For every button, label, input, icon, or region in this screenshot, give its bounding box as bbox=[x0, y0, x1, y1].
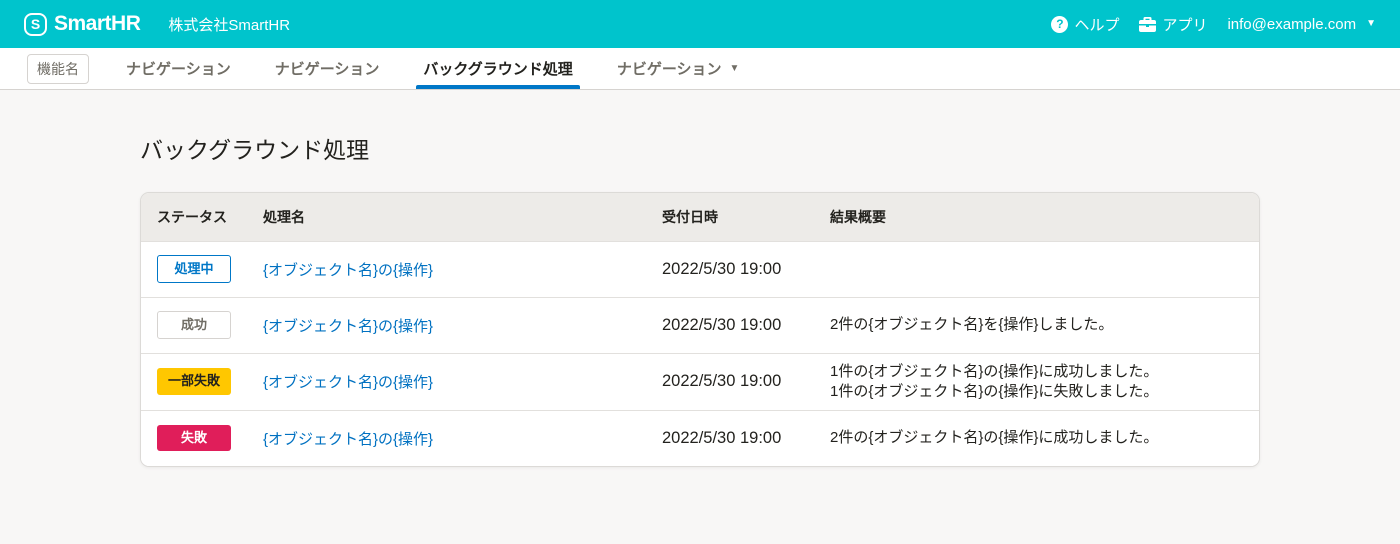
smarthr-logo-icon: S bbox=[24, 12, 47, 36]
tab-navigation-2[interactable]: ナビゲーション bbox=[268, 48, 387, 89]
process-name-link[interactable]: {オブジェクト名}の{操作} bbox=[263, 317, 434, 335]
header-right: ? ヘルプ アプリ info@example.com ▼ bbox=[1051, 14, 1376, 35]
column-header-result-summary: 結果概要 bbox=[814, 193, 1259, 241]
process-name-cell: {オブジェクト名}の{操作} bbox=[247, 240, 646, 297]
status-badge: 失敗 bbox=[157, 425, 231, 452]
background-process-table: ステータス 処理名 受付日時 結果概要 処理中 {オブジェクト名}の{操作} 2… bbox=[141, 193, 1259, 466]
status-cell: 失敗 bbox=[141, 409, 247, 466]
help-label: ヘルプ bbox=[1074, 16, 1120, 34]
account-menu[interactable]: info@example.com ▼ bbox=[1227, 16, 1376, 33]
column-header-received-at: 受付日時 bbox=[646, 193, 814, 241]
process-name-link[interactable]: {オブジェクト名}の{操作} bbox=[263, 261, 434, 279]
received-at-cell: 2022/5/30 19:00 bbox=[646, 296, 814, 353]
tab-bar: 機能名 ナビゲーション ナビゲーション バックグラウンド処理 ナビゲーション ▼ bbox=[0, 48, 1400, 90]
main-content: バックグラウンド処理 ステータス 処理名 受付日時 結果概要 処理中 bbox=[0, 90, 1400, 467]
tab-label: ナビゲーション bbox=[274, 61, 380, 78]
process-name-cell: {オブジェクト名}の{操作} bbox=[247, 296, 646, 353]
status-cell: 処理中 bbox=[141, 240, 247, 297]
logo-letter: S bbox=[30, 16, 41, 32]
tab-background-processing[interactable]: バックグラウンド処理 bbox=[416, 48, 581, 89]
chevron-down-icon: ▼ bbox=[1366, 18, 1376, 29]
help-icon: ? bbox=[1051, 15, 1069, 33]
table-row: 成功 {オブジェクト名}の{操作} 2022/5/30 19:00 2件の{オブ… bbox=[141, 296, 1259, 353]
result-line: 1件の{オブジェクト名}の{操作}に成功しました。 bbox=[830, 362, 1159, 380]
process-name-link[interactable]: {オブジェクト名}の{操作} bbox=[263, 374, 434, 391]
result-line: 2件の{オブジェクト名}の{操作}に成功しました。 bbox=[830, 429, 1159, 447]
table-row: 一部失敗 {オブジェクト名}の{操作} 2022/5/30 19:00 1件の{… bbox=[141, 352, 1259, 410]
company-name: 株式会社SmartHR bbox=[168, 16, 291, 34]
status-badge: 一部失敗 bbox=[157, 368, 231, 395]
table-row: 処理中 {オブジェクト名}の{操作} 2022/5/30 19:00 bbox=[141, 240, 1259, 297]
tab-label: ナビゲーション bbox=[126, 61, 231, 78]
smarthr-logo[interactable]: S SmartHR bbox=[24, 12, 141, 36]
status-badge: 処理中 bbox=[157, 254, 231, 284]
received-at-cell: 2022/5/30 19:00 bbox=[646, 409, 814, 466]
process-name-cell: {オブジェクト名}の{操作} bbox=[247, 352, 646, 410]
tab-navigation-dropdown[interactable]: ナビゲーション ▼ bbox=[610, 48, 747, 89]
result-line: 1件の{オブジェクト名}の{操作}に失敗しました。 bbox=[830, 382, 1159, 400]
background-process-table-card: ステータス 処理名 受付日時 結果概要 処理中 {オブジェクト名}の{操作} 2… bbox=[140, 192, 1260, 467]
process-name-cell: {オブジェクト名}の{操作} bbox=[247, 409, 646, 466]
result-summary-cell: 2件の{オブジェクト名}の{操作}に成功しました。 bbox=[814, 409, 1259, 466]
received-at-cell: 2022/5/30 19:00 bbox=[646, 240, 814, 297]
tab-label: バックグラウンド処理 bbox=[423, 61, 573, 78]
account-email: info@example.com bbox=[1227, 15, 1357, 33]
chevron-down-icon: ▼ bbox=[729, 62, 740, 74]
column-header-process-name: 処理名 bbox=[247, 193, 646, 241]
result-summary-cell bbox=[814, 240, 1259, 297]
received-at: 2022/5/30 19:00 bbox=[662, 372, 782, 390]
result-summary-cell: 1件の{オブジェクト名}の{操作}に成功しました。 1件の{オブジェクト名}の{… bbox=[814, 352, 1259, 410]
table-row: 失敗 {オブジェクト名}の{操作} 2022/5/30 19:00 2件の{オブ… bbox=[141, 409, 1259, 466]
help-link[interactable]: ? ヘルプ bbox=[1051, 14, 1119, 35]
logo-text: SmartHR bbox=[54, 12, 141, 35]
help-icon-glyph: ? bbox=[1056, 17, 1064, 31]
page-title: バックグラウンド処理 bbox=[140, 137, 370, 163]
received-at-cell: 2022/5/30 19:00 bbox=[646, 352, 814, 410]
result-summary-cell: 2件の{オブジェクト名}を{操作}しました。 bbox=[814, 296, 1259, 353]
apps-label: アプリ bbox=[1162, 16, 1208, 34]
received-at: 2022/5/30 19:00 bbox=[662, 428, 782, 447]
feature-name-badge: 機能名 bbox=[27, 53, 89, 84]
status-badge: 成功 bbox=[157, 310, 231, 340]
status-cell: 成功 bbox=[141, 296, 247, 353]
table-header-row: ステータス 処理名 受付日時 結果概要 bbox=[141, 193, 1259, 241]
received-at: 2022/5/30 19:00 bbox=[662, 315, 782, 334]
process-name-link[interactable]: {オブジェクト名}の{操作} bbox=[263, 430, 434, 448]
apps-link[interactable]: アプリ bbox=[1139, 14, 1207, 35]
column-header-status: ステータス bbox=[141, 193, 247, 241]
tab-label: ナビゲーション bbox=[616, 61, 722, 78]
tab-navigation-1[interactable]: ナビゲーション bbox=[119, 48, 238, 89]
result-line: 2件の{オブジェクト名}を{操作}しました。 bbox=[830, 316, 1114, 333]
received-at: 2022/5/30 19:00 bbox=[662, 259, 782, 278]
briefcase-icon bbox=[1139, 16, 1157, 32]
status-cell: 一部失敗 bbox=[141, 352, 247, 410]
app-header: S SmartHR 株式会社SmartHR ? ヘルプ アプリ info@exa… bbox=[0, 0, 1400, 48]
